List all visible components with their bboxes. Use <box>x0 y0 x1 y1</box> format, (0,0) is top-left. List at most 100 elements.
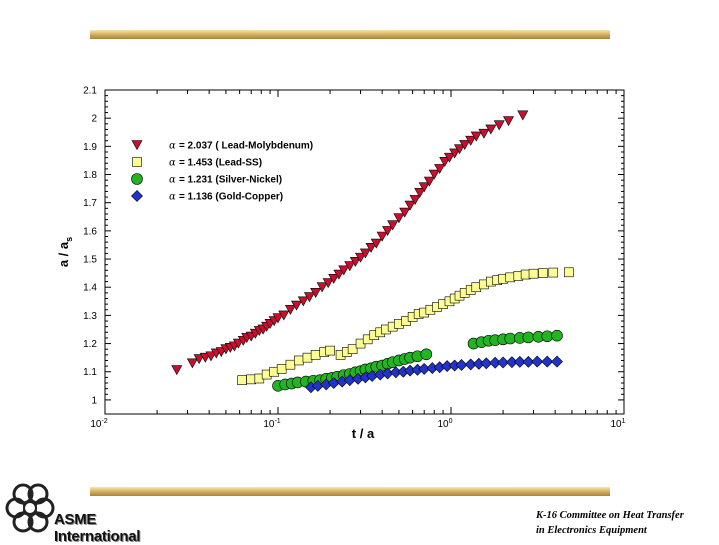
y-tick-label: 1.1 <box>83 367 97 378</box>
data-point-triangle-down <box>328 273 340 284</box>
data-point-triangle-down <box>382 226 394 236</box>
y-tick-label: 2.1 <box>83 86 97 97</box>
y-tick-label: 1.8 <box>83 170 97 181</box>
data-point-triangle-down <box>316 282 328 293</box>
data-point-triangle-down <box>333 269 345 280</box>
data-point-square <box>528 268 539 279</box>
x-axis-label: t / a <box>352 426 375 441</box>
data-point-triangle-down <box>338 265 350 276</box>
y-tick-label: 1.3 <box>83 311 97 322</box>
data-point-triangle-down <box>297 296 309 307</box>
data-point-triangle-down <box>278 310 290 321</box>
x-tick-label: 101 <box>610 418 625 430</box>
top-decorative-bar <box>90 30 610 39</box>
data-point-triangle-down <box>193 354 205 365</box>
data-point-triangle-down <box>205 351 217 362</box>
data-point-triangle-down <box>439 157 451 167</box>
data-point-square <box>325 345 335 356</box>
y-tick-label: 2 <box>91 114 97 125</box>
data-point-triangle-down <box>459 140 471 151</box>
legend-label: α = 1.453 (Lead-SS) <box>169 158 262 169</box>
committee-footer: K-16 Committee on Heat Transfer in Elect… <box>536 508 719 538</box>
data-point-triangle-down <box>414 188 426 198</box>
data-point-square <box>276 364 287 374</box>
data-point-square <box>294 355 304 366</box>
data-point-diamond <box>455 359 468 371</box>
data-point-triangle-down <box>393 213 405 224</box>
data-point-triangle-down <box>418 182 430 193</box>
y-tick-label: 1.6 <box>83 226 97 237</box>
legend: α = 2.037 ( Lead-Molybdenum) α = 1.453 (L… <box>131 140 313 203</box>
data-point-circle <box>541 330 554 343</box>
data-point-triangle-down <box>503 116 515 127</box>
legend-marker-triangle-down <box>131 140 143 151</box>
data-point-triangle-down <box>399 207 411 218</box>
data-point-triangle-down <box>284 304 296 315</box>
data-point-circle <box>522 331 535 344</box>
data-point-triangle-down <box>465 135 477 146</box>
y-axis-label: a / as <box>56 237 74 267</box>
data-point-square <box>347 344 358 355</box>
data-point-triangle-down <box>404 200 416 211</box>
data-point-triangle-down <box>355 252 367 263</box>
footer-line-1: K-16 Committee on Heat Transfer <box>536 510 684 521</box>
data-point-square <box>538 268 548 278</box>
data-point-diamond <box>480 357 493 370</box>
data-point-triangle-down <box>349 257 361 267</box>
data-point-diamond <box>497 356 510 369</box>
data-point-triangle-down <box>478 128 490 139</box>
data-point-square <box>548 267 559 278</box>
asme-emblem-icon <box>5 483 55 533</box>
data-point-triangle-down <box>449 148 461 159</box>
data-point-diamond <box>531 355 544 368</box>
legend-marker-circle <box>131 173 143 185</box>
data-point-triangle-down <box>409 195 421 205</box>
asme-logo-text: ASME International <box>54 511 141 545</box>
data-point-triangle-down <box>454 144 466 155</box>
data-point-triangle-down <box>387 220 399 231</box>
data-point-triangle-down <box>310 288 322 298</box>
data-point-diamond <box>522 355 535 368</box>
data-point-triangle-down <box>359 248 371 259</box>
y-tick-label: 1.5 <box>83 255 97 266</box>
data-point-triangle-down <box>423 176 435 187</box>
y-tick-label: 1.7 <box>83 198 97 209</box>
y-tick-label: 1.9 <box>83 142 97 153</box>
data-point-triangle-down <box>376 231 388 242</box>
data-point-triangle-down <box>434 164 446 175</box>
legend-label: α = 2.037 ( Lead-Molybdenum) <box>169 141 313 152</box>
data-markers <box>171 110 574 394</box>
y-tick-label: 1.2 <box>83 339 97 350</box>
data-point-diamond <box>551 355 563 368</box>
data-point-triangle-down <box>171 365 183 376</box>
data-point-diamond <box>541 355 554 368</box>
x-tick-label: 10-2 <box>90 418 107 430</box>
legend-label: α = 1.231 (Silver-Nickel) <box>169 175 282 186</box>
footer-line-2: in Electronics Equipment <box>536 525 647 536</box>
data-point-triangle-down <box>186 358 198 369</box>
data-point-triangle-down <box>272 313 284 324</box>
data-point-triangle-down <box>291 300 303 311</box>
legend-marker-diamond <box>131 190 143 202</box>
data-point-triangle-down <box>470 131 482 142</box>
data-point-triangle-down <box>428 169 440 180</box>
y-axis-label-main: a / a <box>56 241 71 267</box>
axis-ticks: 1 1.1 1.2 1.3 1.4 1.5 1.6 1.7 1.8 1.9 2 2.1 10-2 10-1… <box>83 86 626 431</box>
data-point-triangle-down <box>485 124 497 135</box>
x-tick-label: 10-1 <box>263 418 280 430</box>
data-point-triangle-down <box>344 261 356 272</box>
y-axis-label-subscript: s <box>64 237 74 242</box>
data-point-circle <box>420 348 433 361</box>
legend-marker-square <box>132 157 142 167</box>
data-point-diamond <box>513 355 526 368</box>
data-point-square <box>505 272 516 283</box>
data-point-triangle-down <box>303 292 315 303</box>
legend-label: α = 1.136 (Gold-Copper) <box>169 192 283 203</box>
data-point-circle <box>551 329 563 342</box>
data-point-square <box>310 350 321 360</box>
data-point-square <box>285 359 296 370</box>
data-point-triangle-down <box>493 120 505 131</box>
data-point-triangle-down <box>517 110 529 121</box>
data-point-square <box>564 267 574 278</box>
